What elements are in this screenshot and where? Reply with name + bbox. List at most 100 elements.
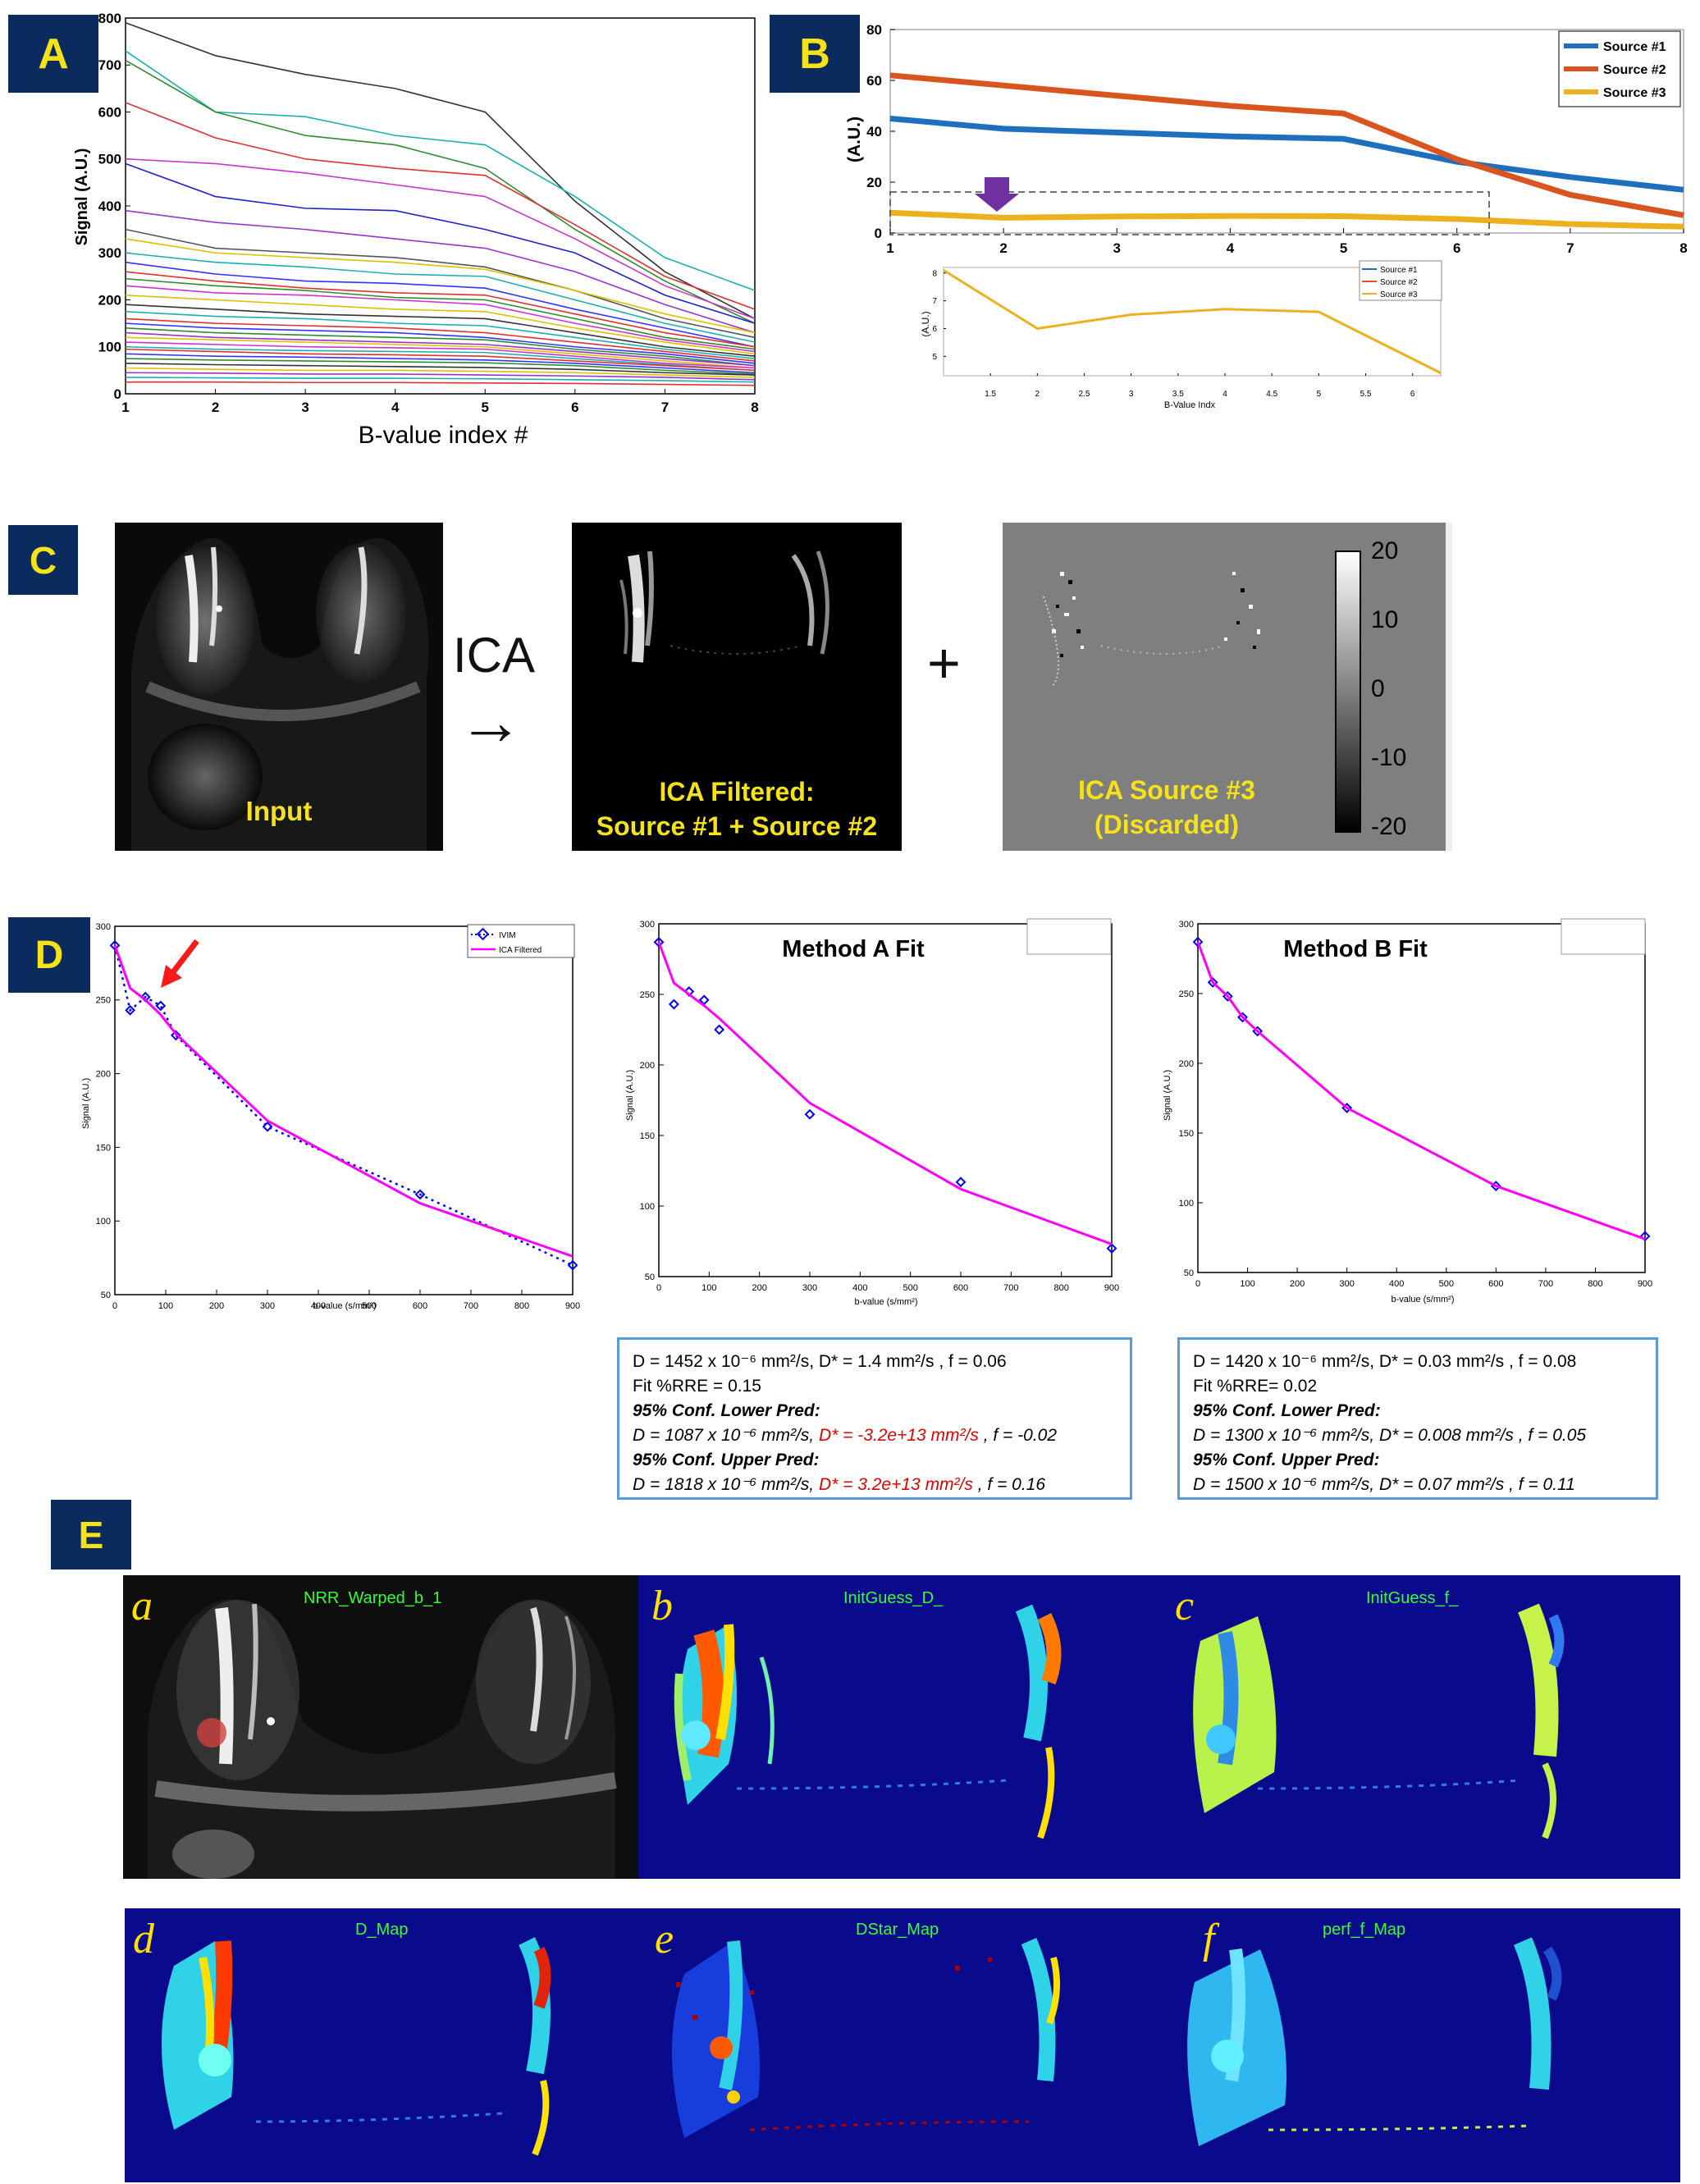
- method-a-line5: 95% Conf. Upper Pred:: [633, 1451, 820, 1469]
- map-label-b: InitGuess_D_: [843, 1589, 944, 1607]
- series-line: [125, 345, 756, 372]
- data-point: [714, 1024, 725, 1035]
- y-tick-label: 150: [96, 1143, 111, 1153]
- x-tick-label: 500: [1439, 1279, 1454, 1289]
- series-line: [889, 209, 1684, 230]
- series-line: [889, 72, 1684, 218]
- data-point: [262, 1121, 273, 1132]
- data-point: [170, 1030, 181, 1041]
- series-line: [125, 367, 756, 378]
- x-tick-label: 500: [362, 1301, 377, 1311]
- method-a-line6c: , f = 0.16: [972, 1475, 1046, 1494]
- y-tick-label: 100: [96, 1217, 111, 1227]
- input-label: Input: [245, 796, 313, 826]
- series-line: [657, 941, 1113, 1245]
- d1-xlabel: b-value (s/mm²): [313, 1301, 376, 1311]
- x-tick-label: 100: [158, 1301, 173, 1311]
- x-tick-label: 800: [514, 1301, 529, 1311]
- series-line: [125, 102, 756, 310]
- ica-filtered-label-2: Source #1 + Source #2: [596, 811, 878, 841]
- panel-label-b: B: [770, 15, 860, 93]
- colorbar: [1335, 551, 1361, 833]
- d1-ylabel: Signal (A.U.): [81, 1078, 91, 1129]
- series-line: [125, 336, 756, 369]
- x-tick-label: 200: [752, 1283, 766, 1293]
- ica-filtered-image: ICA Filtered: Source #1 + Source #2: [572, 523, 902, 851]
- x-tick-label: 1.5: [985, 390, 996, 399]
- x-tick-label: 300: [260, 1301, 275, 1311]
- data-point: [1207, 976, 1218, 988]
- sub-label-c: c: [1175, 1583, 1195, 1629]
- panel-label-e: E: [51, 1500, 131, 1569]
- x-tick-label: 700: [1003, 1283, 1018, 1293]
- x-tick-label: 6: [571, 400, 578, 415]
- series-line: [889, 116, 1684, 193]
- x-tick-label: 1: [121, 400, 129, 415]
- y-tick-label: 100: [98, 340, 121, 355]
- sub-label-d: d: [133, 1916, 154, 1962]
- x-tick-label: 200: [209, 1301, 224, 1311]
- d2-title: Method A Fit: [782, 936, 925, 962]
- series-line: [125, 327, 756, 367]
- series-line: [126, 381, 756, 386]
- x-tick-label: 2.5: [1079, 390, 1090, 399]
- y-tick-label: 200: [1179, 1059, 1194, 1069]
- x-tick-label: 5: [482, 400, 489, 415]
- y-tick-label: 50: [645, 1272, 655, 1282]
- sub-label-e: e: [655, 1916, 674, 1962]
- x-tick-label: 3: [301, 400, 308, 415]
- data-point: [1192, 936, 1204, 948]
- x-tick-label: 300: [1339, 1279, 1354, 1289]
- y-tick-label: 700: [98, 57, 121, 73]
- method-b-stats: D = 1420 x 10⁻⁶ mm²/s, D* = 0.03 mm²/s ,…: [1177, 1337, 1658, 1500]
- d3-ylabel: Signal (A.U.): [1163, 1070, 1172, 1121]
- legend-source-2: Source #2: [1603, 63, 1666, 77]
- sub-label-a: a: [131, 1583, 153, 1629]
- x-tick-label: 0: [1195, 1279, 1200, 1289]
- series-line: [125, 285, 756, 353]
- y-tick-label: 500: [98, 152, 121, 167]
- data-point: [155, 1000, 167, 1012]
- sub-label-f: f: [1203, 1916, 1215, 1962]
- map-a-image: [123, 1575, 638, 1879]
- x-tick-label: 100: [701, 1283, 716, 1293]
- x-tick-label: 4: [1227, 240, 1235, 256]
- d3-title: Method B Fit: [1283, 936, 1428, 962]
- series-line: [125, 362, 756, 376]
- map-label-d: D_Map: [355, 1921, 409, 1939]
- series-line: [125, 318, 756, 362]
- x-tick-label: 2: [212, 400, 219, 415]
- y-tick-label: 7: [932, 297, 937, 306]
- chart-d1: 0 100 200 300 400 500 600 700 800 900501001502002…: [81, 918, 1652, 1311]
- data-point: [109, 939, 121, 951]
- colorbar-tick-neg10: -10: [1371, 744, 1407, 771]
- x-tick-label: 1: [886, 240, 893, 256]
- y-tick-label: 400: [98, 199, 121, 214]
- series-line: [125, 353, 756, 374]
- series-line: [125, 348, 756, 372]
- x-tick-label: 200: [1290, 1279, 1305, 1289]
- inset-ylabel: (A.U.): [920, 311, 931, 336]
- y-tick-label: 20: [866, 175, 882, 190]
- series-line: [125, 158, 756, 320]
- x-tick-label: 2: [999, 240, 1007, 256]
- ica-source-3-label-2: (Discarded): [1094, 810, 1240, 839]
- x-tick-label: 700: [464, 1301, 478, 1311]
- sub-label-b: b: [651, 1583, 673, 1629]
- x-tick-label: 900: [1638, 1279, 1652, 1289]
- series-line: [125, 252, 756, 343]
- map-label-e: DStar_Map: [856, 1921, 939, 1939]
- x-tick-label: 900: [565, 1301, 580, 1311]
- series-line: [125, 228, 756, 339]
- data-point: [1237, 1012, 1248, 1023]
- d1-legend-ivim: IVIM: [499, 931, 516, 940]
- colorbar-tick-20: 20: [1371, 537, 1399, 564]
- method-b-line5: 95% Conf. Upper Pred:: [1193, 1451, 1380, 1469]
- legend-source-1: Source #1: [1603, 40, 1666, 54]
- map-f-image: [1187, 1937, 1562, 2146]
- method-a-line4c: , f = -0.02: [978, 1426, 1058, 1445]
- series-line: [113, 944, 574, 1258]
- x-tick-label: 7: [1566, 240, 1574, 256]
- y-tick-label: 250: [640, 990, 655, 1000]
- y-tick-label: 5: [932, 353, 937, 362]
